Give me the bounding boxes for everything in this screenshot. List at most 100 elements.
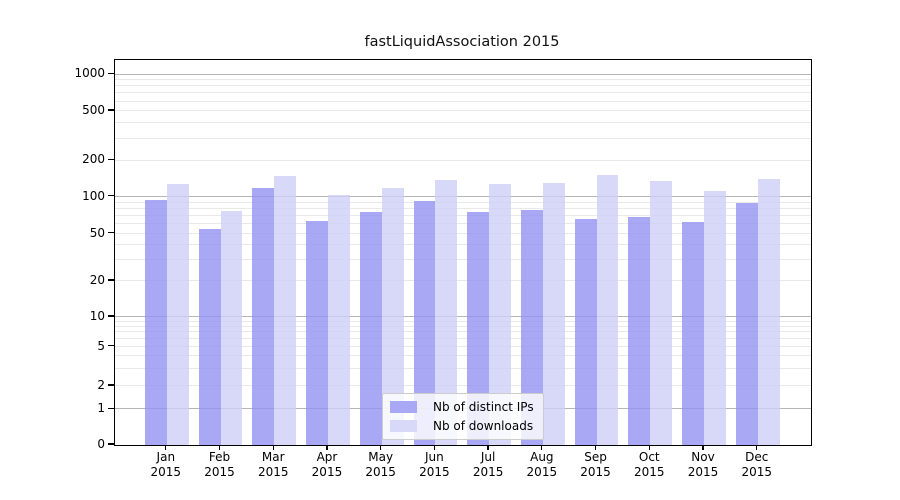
legend: Nb of distinct IPs Nb of downloads bbox=[382, 393, 544, 440]
bar-aug-downloads bbox=[542, 182, 565, 445]
x-tick-mark-may bbox=[380, 445, 382, 450]
x-tick-mark-oct bbox=[648, 445, 650, 450]
gridline-90 bbox=[115, 201, 811, 203]
x-tick-mark-apr bbox=[326, 445, 328, 450]
gridline-200 bbox=[115, 159, 811, 161]
x-tick-label-jan: Jan 2015 bbox=[150, 450, 182, 479]
x-tick-label-nov: Nov 2015 bbox=[687, 450, 719, 479]
x-tick-label-dec: Dec 2015 bbox=[741, 450, 772, 479]
bar-feb-distinct-ips bbox=[198, 229, 221, 445]
y-tick-label-200: 200 bbox=[82, 152, 105, 167]
y-tick-mark-20 bbox=[108, 279, 114, 281]
gridline-7 bbox=[115, 331, 811, 333]
gridline-6 bbox=[115, 338, 811, 340]
bar-jun-downloads bbox=[435, 180, 458, 445]
bar-may-downloads bbox=[381, 187, 404, 445]
plot-area: Nb of distinct IPs Nb of downloads bbox=[114, 59, 812, 446]
y-tick-mark-500 bbox=[108, 109, 114, 111]
gridline-8 bbox=[115, 325, 811, 327]
legend-swatch-downloads-icon bbox=[390, 420, 417, 433]
gridline-2 bbox=[115, 385, 811, 387]
bar-jan-distinct-ips bbox=[144, 200, 167, 445]
y-tick-mark-0 bbox=[108, 443, 114, 445]
bar-oct-distinct-ips bbox=[628, 216, 651, 445]
gridline-60 bbox=[115, 223, 811, 225]
y-tick-mark-5 bbox=[108, 345, 114, 347]
chart-title: fastLiquidAssociation 2015 bbox=[364, 34, 560, 50]
gridline-70 bbox=[115, 214, 811, 216]
y-tick-mark-200 bbox=[108, 158, 114, 160]
gridline-20 bbox=[115, 280, 811, 282]
bar-dec-distinct-ips bbox=[735, 202, 758, 445]
x-tick-label-oct: Oct 2015 bbox=[633, 450, 665, 479]
x-tick-label-jul: Jul 2015 bbox=[472, 450, 504, 479]
gridline-9 bbox=[115, 320, 811, 322]
bar-sep-distinct-ips bbox=[574, 219, 597, 445]
legend-row-downloads: Nb of downloads bbox=[383, 419, 543, 433]
x-tick-mark-nov bbox=[702, 445, 704, 450]
bar-jul-downloads bbox=[489, 184, 511, 445]
x-tick-mark-jul bbox=[487, 445, 489, 450]
bar-apr-distinct-ips bbox=[306, 221, 328, 445]
x-tick-mark-sep bbox=[594, 445, 597, 450]
y-tick-mark-1 bbox=[108, 407, 114, 409]
gridline-5 bbox=[115, 345, 811, 347]
y-tick-label-10: 10 bbox=[89, 309, 105, 323]
y-tick-mark-10 bbox=[108, 315, 114, 317]
gridline-1000 bbox=[115, 73, 811, 75]
bar-jan-downloads bbox=[166, 183, 189, 445]
x-tick-label-feb: Feb 2015 bbox=[204, 450, 235, 479]
gridline-40 bbox=[115, 244, 811, 246]
bar-nov-downloads bbox=[704, 190, 726, 445]
x-tick-label-mar: Mar 2015 bbox=[257, 450, 289, 479]
gridline-300 bbox=[115, 137, 811, 139]
x-tick-mark-feb bbox=[218, 445, 221, 450]
gridline-3 bbox=[115, 367, 811, 369]
y-tick-mark-100 bbox=[108, 195, 114, 197]
x-tick-mark-mar bbox=[272, 445, 274, 450]
x-tick-label-may: May 2015 bbox=[365, 450, 396, 479]
gridline-80 bbox=[115, 207, 811, 209]
gridline-100 bbox=[115, 195, 811, 197]
x-tick-label-aug: Aug 2015 bbox=[526, 450, 558, 479]
x-tick-label-apr: Apr 2015 bbox=[311, 450, 343, 479]
y-tick-label-5: 5 bbox=[97, 338, 105, 353]
legend-label-distinct-ips: Nb of distinct IPs bbox=[433, 399, 534, 414]
gridline-50 bbox=[115, 232, 811, 234]
x-tick-mark-dec bbox=[756, 445, 758, 450]
x-tick-mark-jun bbox=[433, 445, 436, 450]
y-tick-label-0: 0 bbox=[97, 437, 105, 451]
x-tick-label-sep: Sep 2015 bbox=[580, 450, 611, 479]
gridline-10 bbox=[115, 316, 811, 318]
y-tick-label-20: 20 bbox=[89, 273, 105, 287]
y-tick-mark-1000 bbox=[108, 72, 114, 74]
y-tick-mark-50 bbox=[108, 232, 114, 234]
y-tick-label-500: 500 bbox=[82, 103, 105, 117]
bar-may-distinct-ips bbox=[359, 212, 382, 445]
x-tick-label-jun: Jun 2015 bbox=[419, 450, 450, 479]
bar-mar-downloads bbox=[274, 175, 297, 445]
gridline-700 bbox=[115, 92, 811, 94]
bar-feb-downloads bbox=[220, 211, 243, 445]
y-tick-label-2: 2 bbox=[97, 377, 105, 392]
y-tick-label-1: 1 bbox=[97, 401, 105, 416]
gridline-30 bbox=[115, 259, 811, 261]
x-tick-mark-jan bbox=[165, 445, 167, 450]
y-tick-label-1000: 1000 bbox=[74, 66, 105, 81]
x-tick-mark-aug bbox=[541, 445, 543, 450]
bar-jul-distinct-ips bbox=[467, 212, 490, 445]
legend-swatch-distinct-ips-icon bbox=[390, 400, 417, 413]
legend-label-downloads: Nb of downloads bbox=[433, 419, 534, 434]
bar-jun-distinct-ips bbox=[413, 201, 436, 445]
bar-oct-downloads bbox=[650, 181, 673, 445]
bar-aug-distinct-ips bbox=[520, 209, 543, 445]
gridline-900 bbox=[115, 79, 811, 81]
bar-mar-distinct-ips bbox=[252, 187, 275, 445]
bar-nov-distinct-ips bbox=[682, 221, 704, 445]
bar-apr-downloads bbox=[327, 194, 350, 445]
gridline-600 bbox=[115, 100, 811, 102]
bar-sep-downloads bbox=[596, 175, 619, 445]
legend-row-distinct-ips: Nb of distinct IPs bbox=[383, 400, 543, 414]
gridline-500 bbox=[115, 110, 811, 112]
